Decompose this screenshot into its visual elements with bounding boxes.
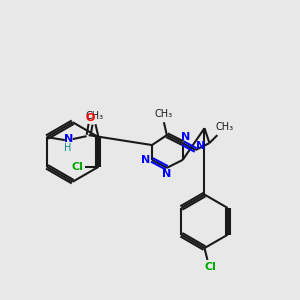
Text: N: N	[162, 169, 172, 179]
Text: Cl: Cl	[72, 162, 84, 172]
Text: N: N	[64, 134, 74, 144]
Text: N: N	[141, 155, 151, 165]
Text: Cl: Cl	[205, 262, 216, 272]
Text: CH₃: CH₃	[215, 122, 233, 132]
Text: CH₃: CH₃	[85, 111, 103, 121]
Text: CH₃: CH₃	[155, 109, 173, 119]
Text: H: H	[64, 143, 71, 153]
Text: N: N	[181, 132, 190, 142]
Text: N: N	[196, 141, 205, 151]
Text: O: O	[86, 113, 95, 123]
